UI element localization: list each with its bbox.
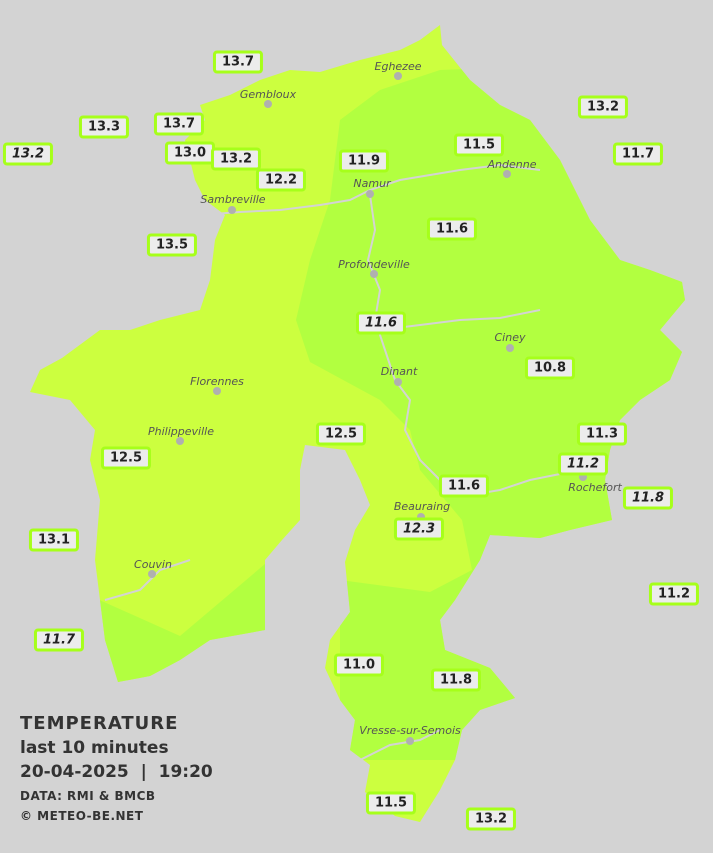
- station-temperature[interactable]: 11.5: [365, 791, 417, 815]
- city-marker: [417, 513, 425, 521]
- station-temperature[interactable]: 12.2: [255, 168, 307, 192]
- station-temperature[interactable]: 13.5: [146, 233, 198, 257]
- city-label: Eghezee: [374, 60, 422, 73]
- city-label: Dinant: [380, 365, 418, 378]
- station-temperature[interactable]: 13.0: [164, 141, 216, 165]
- station-temperature[interactable]: 13.2: [577, 95, 629, 119]
- legend-source: DATA: RMI & BMCB: [20, 789, 156, 803]
- city-marker: [366, 190, 374, 198]
- city-marker: [394, 378, 402, 386]
- station-temperature[interactable]: 11.7: [33, 628, 85, 652]
- city-marker: [213, 387, 221, 395]
- city-label: Rochefort: [568, 481, 622, 494]
- station-temperature[interactable]: 11.9: [338, 149, 390, 173]
- city-marker: [176, 437, 184, 445]
- city-label: Philippeville: [148, 425, 214, 438]
- station-temperature[interactable]: 11.0: [333, 653, 385, 677]
- station-temperature[interactable]: 11.6: [426, 217, 478, 241]
- station-temperature[interactable]: 12.5: [315, 422, 367, 446]
- city-label: Vresse-sur-Semois: [359, 724, 461, 737]
- city-marker: [394, 72, 402, 80]
- city-label: Andenne: [487, 158, 537, 171]
- legend-copyright: © METEO-BE.NET: [20, 809, 144, 823]
- city-label: Ciney: [494, 331, 526, 344]
- station-temperature[interactable]: 12.5: [100, 446, 152, 470]
- city-marker: [579, 473, 587, 481]
- station-temperature[interactable]: 13.1: [28, 528, 80, 552]
- station-temperature[interactable]: 11.2: [557, 452, 609, 476]
- station-temperature[interactable]: 11.8: [622, 486, 674, 510]
- legend-title: TEMPERATURE: [20, 713, 179, 734]
- station-temperature[interactable]: 11.5: [453, 133, 505, 157]
- city-marker: [506, 344, 514, 352]
- station-temperature[interactable]: 11.8: [430, 668, 482, 692]
- city-marker: [264, 100, 272, 108]
- city-marker: [228, 206, 236, 214]
- city-marker: [148, 570, 156, 578]
- station-temperature[interactable]: 13.2: [2, 142, 54, 166]
- legend-datetime: 20-04-2025 | 19:20: [20, 762, 213, 782]
- city-marker: [503, 170, 511, 178]
- city-label: Gembloux: [239, 88, 297, 101]
- legend: TEMPERATURE last 10 minutes 20-04-2025 |…: [20, 712, 213, 826]
- station-temperature[interactable]: 13.3: [78, 115, 130, 139]
- city-label: Sambreville: [200, 193, 266, 206]
- city-label: Florennes: [190, 375, 244, 388]
- legend-subtitle: last 10 minutes: [20, 738, 169, 758]
- station-temperature[interactable]: 11.6: [438, 474, 490, 498]
- city-label: Profondeville: [338, 258, 410, 271]
- station-temperature[interactable]: 13.7: [212, 50, 264, 74]
- city-label: Couvin: [134, 558, 172, 571]
- station-temperature[interactable]: 11.2: [648, 582, 700, 606]
- station-temperature[interactable]: 13.2: [210, 147, 262, 171]
- station-temperature[interactable]: 13.2: [465, 807, 517, 831]
- station-temperature[interactable]: 11.6: [355, 311, 407, 335]
- city-marker: [406, 737, 414, 745]
- city-marker: [370, 270, 378, 278]
- city-label: Namur: [353, 177, 391, 190]
- city-label: Beauraing: [393, 500, 451, 513]
- station-temperature[interactable]: 12.3: [393, 517, 445, 541]
- station-temperature[interactable]: 10.8: [524, 356, 576, 380]
- station-temperature[interactable]: 11.7: [612, 142, 664, 166]
- station-temperature[interactable]: 13.7: [153, 112, 205, 136]
- station-temperature[interactable]: 11.3: [576, 422, 628, 446]
